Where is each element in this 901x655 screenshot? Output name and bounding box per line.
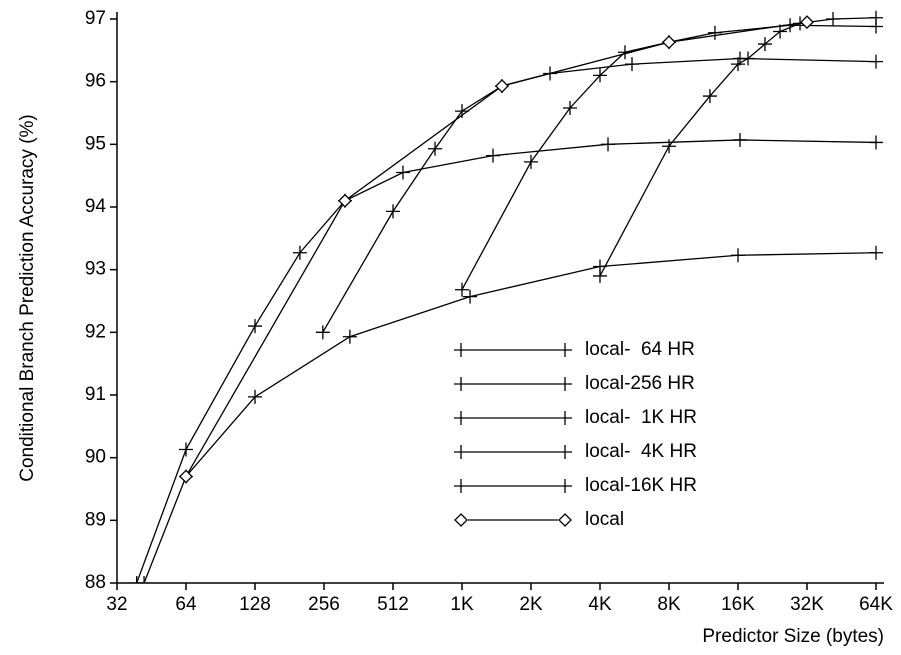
legend-marker (558, 513, 572, 527)
marker (342, 329, 357, 344)
legend-label: local (585, 509, 624, 530)
marker (869, 245, 883, 260)
legend-label: local- 1K HR (585, 407, 697, 428)
marker (593, 68, 607, 83)
x-tick-label: 4K (588, 594, 612, 615)
marker (869, 135, 883, 150)
marker (179, 469, 193, 484)
marker (773, 24, 788, 39)
x-tick-label: 256 (308, 594, 340, 615)
marker (733, 132, 748, 147)
marker (731, 248, 745, 263)
marker (315, 325, 330, 340)
y-tick-label: 95 (85, 133, 106, 154)
legend-marker (454, 445, 468, 459)
marker (625, 57, 640, 72)
legend-label: local-16K HR (585, 475, 697, 496)
marker (292, 245, 307, 260)
plot-area (129, 10, 883, 583)
x-tick-label: 8K (657, 594, 681, 615)
marker (702, 89, 717, 104)
x-tick-label: 64K (859, 594, 893, 615)
marker (524, 154, 538, 169)
y-tick-label: 96 (85, 71, 106, 92)
marker (800, 15, 814, 30)
legend-marker (558, 411, 572, 425)
legend-label: local- 64 HR (585, 339, 695, 360)
marker (179, 442, 193, 457)
series-line (185, 21, 808, 477)
legend-label: local-256 HR (585, 373, 695, 394)
legend-marker (454, 513, 468, 527)
marker (869, 10, 883, 25)
series-line (322, 57, 877, 333)
y-tick-label: 97 (85, 8, 106, 29)
marker (455, 282, 469, 297)
marker (495, 79, 509, 93)
legend-marker (558, 445, 572, 459)
marker (338, 193, 352, 208)
legend-marker (454, 479, 468, 493)
marker (485, 148, 500, 163)
y-tick-label: 89 (85, 509, 106, 530)
y-axis-label: Conditional Branch Prediction Accuracy (… (17, 114, 38, 482)
series-line (599, 17, 877, 277)
legend-marker (558, 377, 572, 391)
marker (428, 141, 443, 156)
marker (731, 57, 745, 72)
marker (395, 165, 410, 180)
marker (662, 35, 676, 50)
x-tick-label: 64 (175, 594, 197, 615)
marker (757, 37, 772, 52)
marker (386, 204, 400, 219)
x-tick-label: 512 (377, 594, 409, 615)
marker (741, 51, 756, 66)
x-tick-label: 16K (721, 594, 755, 615)
y-tick-label: 92 (85, 321, 106, 342)
marker (248, 389, 262, 404)
marker (593, 268, 607, 283)
x-tick-label: 32K (790, 594, 824, 615)
x-axis-label: Predictor Size (bytes) (702, 626, 884, 647)
marker (707, 25, 722, 40)
x-tick-label: 128 (239, 594, 271, 615)
legend-marker (558, 343, 572, 357)
marker (248, 319, 262, 334)
legend-label: local- 4K HR (585, 441, 697, 462)
x-tick-label: 2K (519, 594, 543, 615)
series-line (461, 24, 877, 291)
x-tick-label: 32 (106, 594, 127, 615)
y-tick-label: 90 (85, 447, 106, 468)
y-tick-label: 88 (85, 572, 106, 593)
legend-marker (454, 343, 468, 357)
series-line (143, 252, 877, 583)
marker (869, 54, 883, 69)
marker (463, 289, 478, 304)
y-tick-label: 93 (85, 259, 106, 280)
series-line (136, 139, 877, 583)
marker (129, 576, 144, 583)
marker (826, 12, 841, 26)
marker (662, 139, 676, 154)
legend-marker (454, 377, 468, 391)
marker (601, 137, 616, 152)
marker (562, 100, 577, 115)
y-tick-label: 94 (85, 196, 107, 217)
marker (137, 576, 152, 583)
legend-marker (454, 411, 468, 425)
legend-marker (558, 479, 572, 493)
y-tick-label: 91 (85, 384, 106, 405)
x-tick-label: 1K (450, 594, 474, 615)
